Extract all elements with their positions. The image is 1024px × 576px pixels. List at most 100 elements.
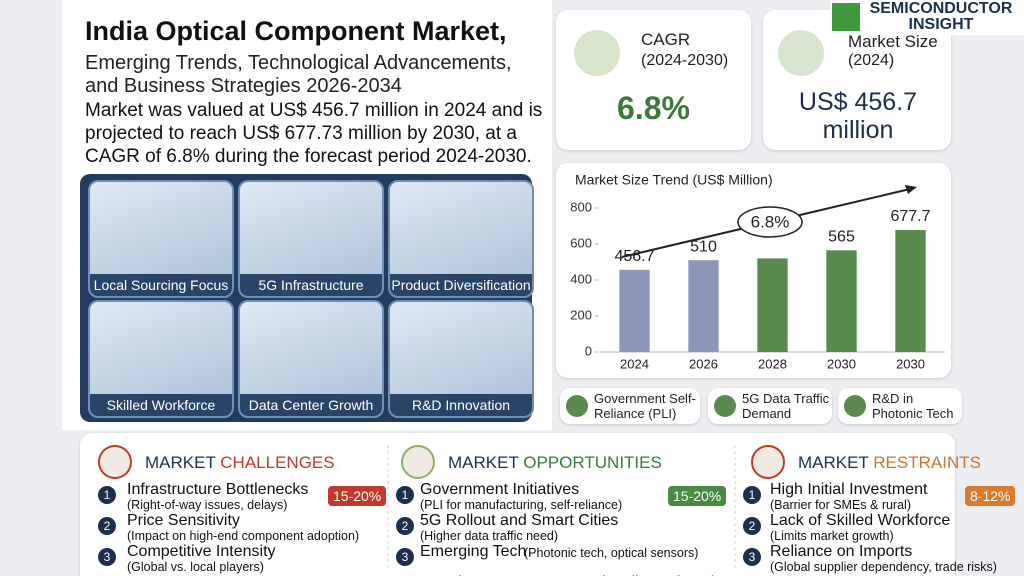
item-detail: (Global vs. local players) bbox=[127, 560, 264, 574]
item-detail: (Barrier for SMEs & rural) bbox=[770, 498, 911, 512]
item-number: 3 bbox=[743, 548, 761, 566]
tile: 5G Infrastructure bbox=[238, 180, 384, 298]
value-label: 565 bbox=[828, 229, 855, 246]
panel-icon bbox=[401, 445, 435, 479]
heading-prefix: MARKET bbox=[145, 453, 216, 472]
item-detail: (Limits market growth) bbox=[770, 529, 894, 543]
y-tick-label: 800 bbox=[570, 199, 592, 214]
heading-word: OPPORTUNITIES bbox=[523, 453, 662, 472]
item-title: Lack of Skilled Workforce bbox=[770, 512, 951, 529]
item-number: 2 bbox=[396, 517, 414, 535]
item-detail: (Impact on high-end component adoption) bbox=[127, 529, 360, 543]
tile: Product Diversification bbox=[388, 180, 534, 298]
item-detail: (Right-of-way issues, delays) bbox=[127, 498, 288, 512]
item-title: Competitive Intensity bbox=[127, 543, 276, 560]
x-tick-label: 2028 bbox=[758, 356, 787, 371]
panel-heading: MARKET CHALLENGES bbox=[145, 453, 335, 473]
item-title: Price Sensitivity bbox=[127, 512, 240, 529]
item-number: 1 bbox=[98, 486, 116, 504]
tile-label: 5G Infrastructure bbox=[240, 274, 382, 296]
brand: SEMICONDUCTOR INSIGHT bbox=[830, 0, 1024, 35]
y-tick-label: 0 bbox=[585, 343, 592, 358]
heading-prefix: MARKET bbox=[448, 453, 519, 472]
item-number: 1 bbox=[396, 486, 414, 504]
size-label: Market Size bbox=[848, 32, 938, 51]
item-title: Infrastructure Bottlenecks bbox=[127, 481, 309, 498]
heading-word: CHALLENGES bbox=[220, 453, 335, 472]
arrow-head bbox=[905, 185, 917, 194]
item-title: Emerging Tech bbox=[420, 543, 527, 560]
heading-prefix: MARKET bbox=[798, 453, 869, 472]
item-title: Growing E-commerce and Online Education bbox=[420, 574, 732, 576]
item-title: Reliance on Imports bbox=[770, 543, 913, 560]
item-detail: (Higher data traffic need) bbox=[420, 529, 559, 543]
size-period: (2024) bbox=[848, 52, 895, 69]
y-tick-label: 400 bbox=[570, 271, 592, 286]
item-number: 2 bbox=[98, 517, 116, 535]
tile: Local Sourcing Focus bbox=[88, 180, 234, 298]
item-detail: (PLI for manufacturing, self-reliance) bbox=[420, 498, 623, 512]
panel-icon bbox=[98, 445, 132, 479]
tile: R&D Innovation bbox=[388, 300, 534, 418]
tile: Data Center Growth bbox=[238, 300, 384, 418]
bar bbox=[826, 250, 857, 352]
x-tick-label: 2024 bbox=[620, 356, 649, 371]
brand-logo bbox=[832, 3, 860, 31]
item-number: 1 bbox=[743, 486, 761, 504]
panel-heading: MARKET OPPORTUNITIES bbox=[448, 453, 662, 473]
tile-label: Data Center Growth bbox=[240, 394, 382, 416]
bar bbox=[895, 230, 926, 352]
cagr-period: (2024-2030) bbox=[641, 52, 729, 69]
tile: Skilled Workforce Training bbox=[88, 300, 234, 418]
item-number: 3 bbox=[98, 548, 116, 566]
title: India Optical Component Market, bbox=[85, 16, 507, 46]
tile-label: Skilled Workforce Training bbox=[90, 394, 232, 416]
check-label: R&D in Photonic Tech bbox=[872, 391, 954, 421]
check-pill: Government Self-Reliance (PLI) bbox=[560, 388, 700, 424]
subtitle: Emerging Trends, Technological Advanceme… bbox=[85, 52, 512, 97]
cagr-value: 6.8% bbox=[617, 90, 690, 126]
annotation-bubble bbox=[737, 206, 803, 238]
check-icon bbox=[566, 395, 588, 417]
item-detail: (Global supplier dependency, trade risks… bbox=[770, 560, 997, 574]
panel-heading: MARKET RESTRAINTS bbox=[798, 453, 981, 473]
check-pill: 5G Data Traffic Demand bbox=[708, 388, 832, 424]
brand-name: SEMICONDUCTOR INSIGHT bbox=[869, 0, 1013, 33]
bar bbox=[757, 258, 788, 352]
y-tick-label: 200 bbox=[570, 307, 592, 322]
chart-title: Market Size Trend (US$ Million) bbox=[575, 172, 773, 188]
size-icon bbox=[778, 30, 824, 76]
cagr-card: CAGR (2024-2030) 6.8% bbox=[556, 10, 751, 150]
item-title: Government Initiatives bbox=[420, 481, 580, 498]
check-pill: R&D in Photonic Tech bbox=[838, 388, 962, 424]
size-value: US$ 456.7 million bbox=[798, 88, 918, 144]
value-label: 510 bbox=[690, 238, 717, 255]
badge: 8-12% bbox=[965, 486, 1016, 506]
bar bbox=[688, 260, 719, 352]
x-tick-label: 2026 bbox=[689, 356, 718, 371]
tile-label: Local Sourcing Focus bbox=[90, 274, 232, 296]
annotation: 6.8% bbox=[751, 212, 790, 231]
item-number: 3 bbox=[396, 548, 414, 566]
value-label: 677.7 bbox=[890, 208, 930, 225]
check-icon bbox=[714, 395, 736, 417]
y-tick-label: 600 bbox=[570, 235, 592, 250]
check-icon bbox=[844, 395, 866, 417]
badge: 15-20% bbox=[668, 486, 727, 506]
item-number: 2 bbox=[743, 517, 761, 535]
item-detail: (Photonic tech, optical sensors) bbox=[524, 546, 699, 560]
bottom-card bbox=[80, 433, 955, 576]
check-label: 5G Data Traffic Demand bbox=[742, 391, 830, 421]
summary: Market was valued at US$ 456.7 million i… bbox=[85, 100, 543, 167]
value-label: 456.7 bbox=[614, 248, 654, 265]
cagr-label: CAGR bbox=[641, 30, 691, 49]
bar bbox=[619, 269, 650, 352]
panel-icon bbox=[751, 445, 785, 479]
x-tick-label: 2030 bbox=[827, 356, 856, 371]
heading-word: RESTRAINTS bbox=[873, 453, 981, 472]
tile-label: Product Diversification bbox=[390, 274, 532, 296]
cagr-icon bbox=[574, 30, 620, 76]
check-label: Government Self-Reliance (PLI) bbox=[594, 391, 696, 421]
